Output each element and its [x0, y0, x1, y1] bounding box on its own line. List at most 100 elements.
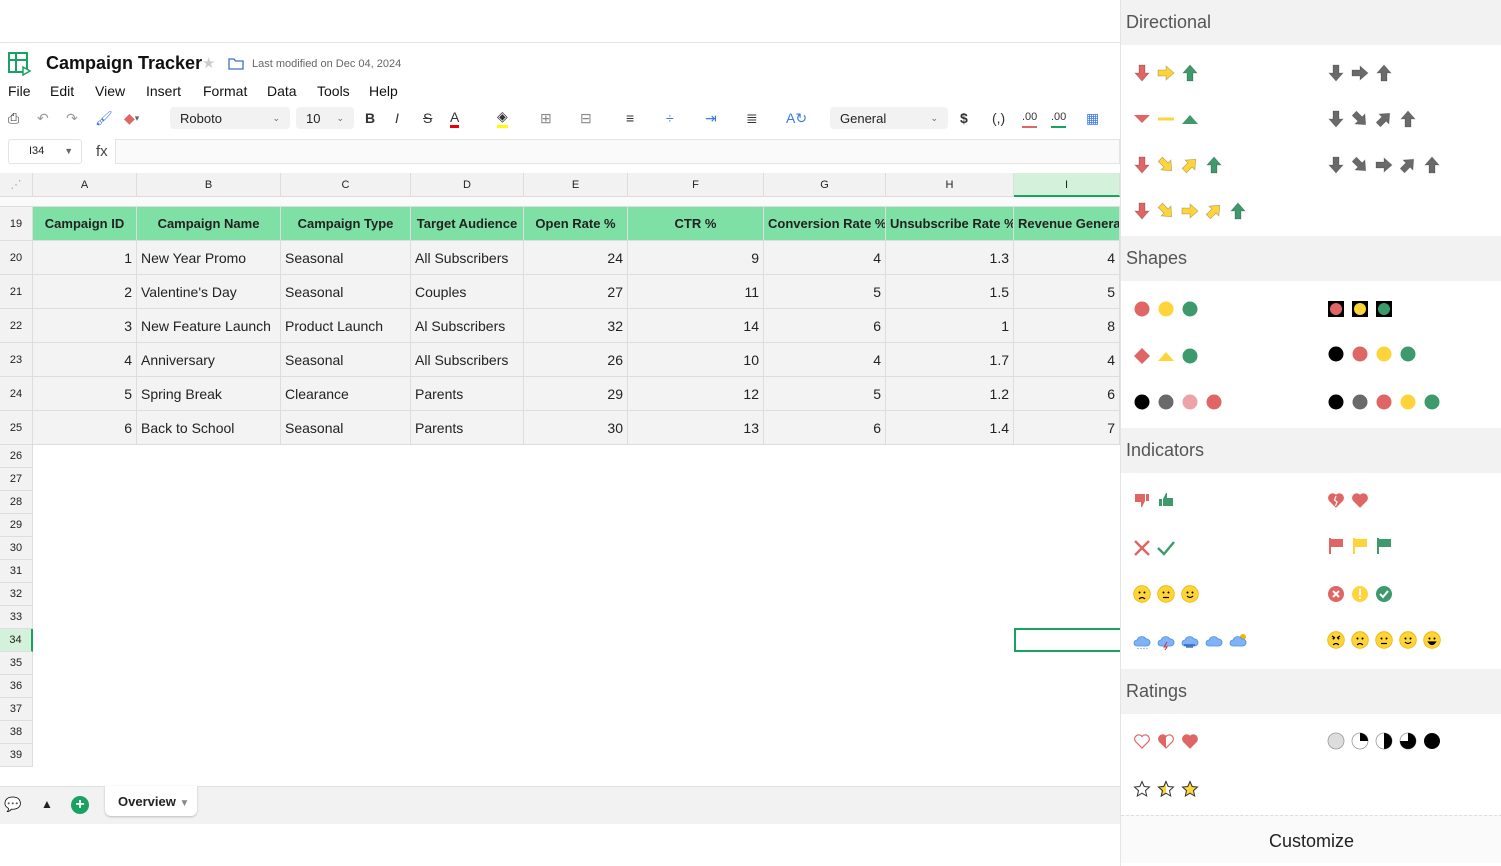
table-cell[interactable]: Seasonal [281, 275, 411, 309]
row-header[interactable]: 21 [0, 275, 33, 309]
table-cell[interactable]: Valentine's Day [137, 275, 281, 309]
table-cell[interactable]: 5 [764, 377, 886, 411]
document-title[interactable]: Campaign Tracker [46, 53, 203, 73]
menu-view[interactable]: View [95, 83, 126, 99]
icon-set-option[interactable] [1327, 537, 1393, 555]
row-header[interactable]: 39 [0, 744, 33, 767]
table-cell[interactable]: New Feature Launch [137, 309, 281, 343]
icon-set-option[interactable] [1327, 110, 1417, 128]
row-header[interactable]: 34 [0, 629, 33, 652]
row-header[interactable]: 19 [0, 207, 33, 241]
icon-set-option[interactable] [1327, 732, 1441, 750]
table-cell[interactable]: 4 [764, 241, 886, 275]
table-cell[interactable]: 10 [628, 343, 764, 377]
row-header[interactable]: 20 [0, 241, 33, 275]
row-header[interactable]: 25 [0, 411, 33, 445]
icon-set-option[interactable] [1133, 347, 1199, 365]
row-header[interactable]: 38 [0, 721, 33, 744]
table-cell[interactable]: 6 [764, 309, 886, 343]
table-cell[interactable]: 5 [764, 275, 886, 309]
column-header-G[interactable]: G [764, 173, 886, 197]
table-cell[interactable]: Seasonal [281, 343, 411, 377]
table-cell[interactable]: 12 [628, 377, 764, 411]
add-sheet-icon[interactable]: + [71, 796, 89, 814]
conditional-format-icon[interactable]: ▦ [1086, 109, 1100, 126]
italic-icon[interactable]: I [395, 110, 399, 126]
star-icon[interactable]: ★ [202, 55, 216, 72]
row-header[interactable]: 23 [0, 343, 33, 377]
strikethrough-icon[interactable]: S [423, 110, 433, 126]
table-cell[interactable]: 27 [524, 275, 628, 309]
currency-button[interactable]: $ [960, 108, 968, 128]
sheet-list-up-icon[interactable]: ▲ [41, 797, 53, 811]
customize-button[interactable]: Customize [1121, 815, 1501, 863]
merge-cells-icon[interactable]: ⊟ [580, 109, 592, 126]
menu-insert[interactable]: Insert [146, 83, 182, 99]
select-all-corner[interactable]: ⋰ [0, 173, 33, 197]
header-cell[interactable]: Unsubscribe Rate % [886, 207, 1014, 241]
table-cell[interactable]: 1.4 [886, 411, 1014, 445]
row-header[interactable]: 27 [0, 468, 33, 491]
header-cell[interactable]: Campaign Type [281, 207, 411, 241]
header-cell[interactable]: Conversion Rate % [764, 207, 886, 241]
menu-format[interactable]: Format [203, 83, 248, 99]
header-cell[interactable]: Campaign Name [137, 207, 281, 241]
folder-icon[interactable] [228, 57, 244, 70]
table-cell[interactable]: New Year Promo [137, 241, 281, 275]
table-cell[interactable]: 13 [628, 411, 764, 445]
table-cell[interactable]: 4 [33, 343, 137, 377]
column-header-E[interactable]: E [524, 173, 628, 197]
header-cell[interactable]: Revenue Generat [1014, 207, 1120, 241]
icon-set-option[interactable] [1133, 491, 1175, 509]
indent-icon[interactable]: ⇥ [705, 109, 717, 126]
column-header-F[interactable]: F [628, 173, 764, 197]
header-cell[interactable]: Campaign ID [33, 207, 137, 241]
icon-set-option[interactable] [1327, 64, 1393, 82]
icon-set-option[interactable] [1327, 345, 1417, 363]
table-cell[interactable]: 6 [33, 411, 137, 445]
row-header[interactable]: 33 [0, 606, 33, 629]
icon-set-option[interactable] [1133, 393, 1223, 411]
row-header[interactable]: 36 [0, 675, 33, 698]
row-header[interactable]: 26 [0, 445, 33, 468]
name-box[interactable]: I34 ▼ [8, 139, 82, 164]
table-cell[interactable]: All Subscribers [411, 241, 524, 275]
icon-set-option[interactable] [1133, 64, 1199, 82]
borders-icon[interactable]: ⊞ [540, 109, 552, 126]
selected-cell-I34[interactable] [1014, 628, 1124, 652]
icon-set-option[interactable] [1133, 780, 1199, 798]
table-cell[interactable]: Back to School [137, 411, 281, 445]
table-cell[interactable]: 1.3 [886, 241, 1014, 275]
table-cell[interactable]: 32 [524, 309, 628, 343]
font-size-select[interactable]: 10 ⌄ [296, 107, 354, 129]
row-header[interactable]: 24 [0, 377, 33, 411]
column-header-A[interactable]: A [33, 173, 137, 197]
vertical-align-icon[interactable]: ÷ [666, 110, 674, 126]
comments-icon[interactable]: 💬 [4, 796, 22, 812]
number-format-select[interactable]: General ⌄ [830, 107, 948, 129]
table-cell[interactable]: 2 [33, 275, 137, 309]
icon-set-option[interactable] [1327, 631, 1441, 649]
table-cell[interactable]: 5 [33, 377, 137, 411]
row-header[interactable]: 31 [0, 560, 33, 583]
table-cell[interactable]: 11 [628, 275, 764, 309]
menu-edit[interactable]: Edit [50, 83, 75, 99]
row-header[interactable]: 32 [0, 583, 33, 606]
header-cell[interactable]: CTR % [628, 207, 764, 241]
print-icon[interactable]: ⎙ [8, 109, 20, 126]
icon-set-option[interactable] [1133, 732, 1199, 750]
column-header-D[interactable]: D [411, 173, 524, 197]
menu-data[interactable]: Data [267, 83, 297, 99]
icon-set-option[interactable] [1133, 156, 1223, 174]
table-cell[interactable]: 26 [524, 343, 628, 377]
fill-color-icon[interactable]: ◈ [497, 108, 508, 128]
icon-set-option[interactable] [1133, 202, 1247, 220]
decrease-decimal-button[interactable]: .00 [1022, 108, 1038, 128]
icon-set-option[interactable] [1327, 491, 1369, 509]
table-cell[interactable]: Parents [411, 377, 524, 411]
table-cell[interactable]: Clearance [281, 377, 411, 411]
row-header[interactable]: 29 [0, 514, 33, 537]
table-cell[interactable]: Seasonal [281, 241, 411, 275]
table-cell[interactable]: All Subscribers [411, 343, 524, 377]
table-cell[interactable]: 8 [1014, 309, 1120, 343]
